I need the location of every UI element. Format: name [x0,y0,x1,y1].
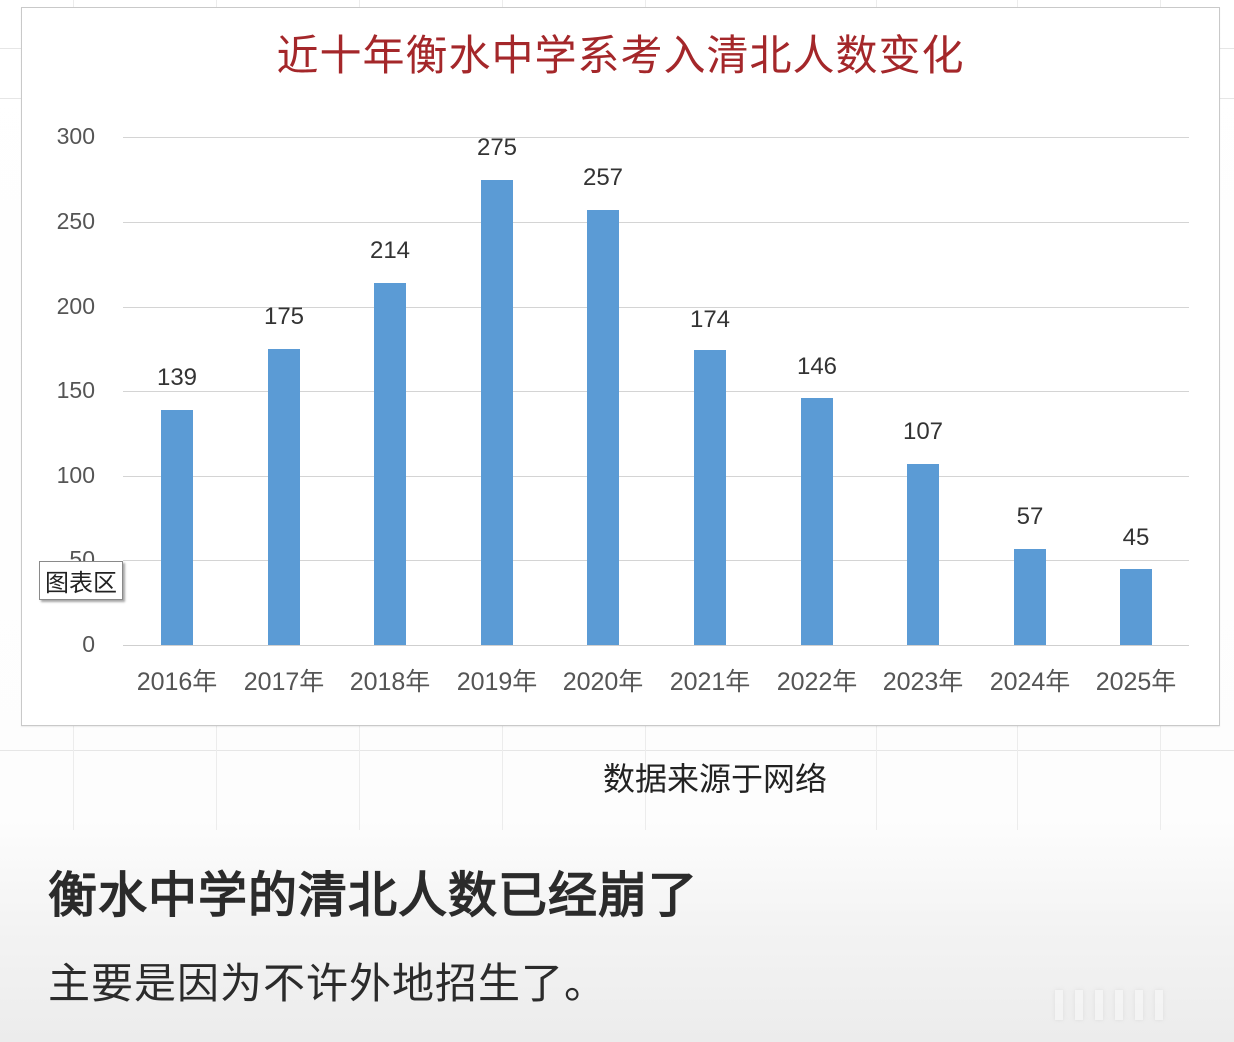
data-label: 257 [582,164,624,191]
bar-2021[interactable] [694,350,726,645]
post-headline: 衡水中学的清北人数已经崩了 [48,867,699,924]
gridline-150 [123,391,1189,392]
chart-area-tooltip: 图表区 [39,561,123,600]
data-label: 175 [263,303,305,330]
data-label: 174 [689,306,731,333]
y-tick-label: 300 [56,123,95,149]
bar-2024[interactable] [1014,549,1046,645]
post-subline: 主要是因为不许外地招生了。 [48,959,608,1008]
data-label: 57 [1016,503,1044,530]
y-tick-label: 250 [56,208,95,234]
gridline-300 [123,137,1189,138]
bar-2020[interactable] [587,210,619,645]
bar-2022[interactable] [801,398,833,645]
x-tick-label: 2025年 [1095,668,1177,696]
bar-2017[interactable] [268,349,300,645]
y-tick-label: 100 [56,462,95,488]
data-label: 146 [796,353,838,380]
x-tick-label: 2021年 [669,668,751,696]
watermark [1055,990,1225,1026]
data-label: 139 [156,364,198,391]
x-tick-label: 2018年 [349,668,431,696]
bar-2016[interactable] [161,410,193,645]
bar-2019[interactable] [481,180,513,645]
x-axis-line [123,645,1189,646]
gridline-50 [123,560,1189,561]
gridline-200 [123,307,1189,308]
data-source-note: 数据来源于网络 [603,760,828,798]
bar-2025[interactable] [1120,569,1152,645]
chart-area[interactable]: 近十年衡水中学系考入清北人数变化 300 250 200 150 100 50 … [21,7,1220,726]
data-label: 107 [902,418,944,445]
data-label: 214 [369,237,411,264]
x-tick-label: 2024年 [989,668,1071,696]
y-tick-label: 150 [56,377,95,403]
x-tick-label: 2019年 [456,668,538,696]
x-tick-label: 2017年 [243,668,325,696]
x-tick-label: 2022年 [776,668,858,696]
data-label: 275 [476,134,518,161]
chart-title: 近十年衡水中学系考入清北人数变化 [276,31,965,80]
y-tick-label: 0 [82,631,95,657]
x-tick-label: 2016年 [136,668,218,696]
x-tick-label: 2020年 [562,668,644,696]
bar-2023[interactable] [907,464,939,645]
bar-2018[interactable] [374,283,406,645]
x-tick-label: 2023年 [882,668,964,696]
gridline-100 [123,476,1189,477]
gridline-250 [123,222,1189,223]
y-tick-label: 200 [56,293,95,319]
data-label: 45 [1122,524,1150,551]
